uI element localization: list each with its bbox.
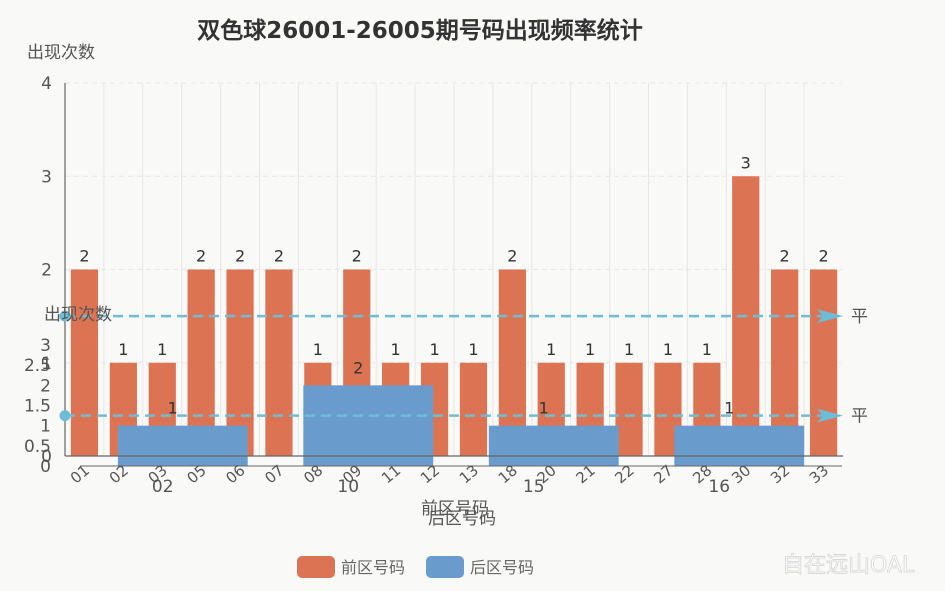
bar-back (488, 425, 619, 466)
x-tick-front: 33 (806, 461, 832, 487)
y-tick-back: 0 (40, 457, 51, 477)
x-tick-front: 13 (456, 461, 482, 487)
value-label-back: 2 (353, 358, 363, 377)
y-tick-back: 0.5 (24, 437, 51, 457)
bar-back (674, 425, 805, 466)
value-label-back: 1 (539, 399, 549, 418)
value-label-front: 2 (352, 247, 362, 266)
x-tick-front: 27 (650, 461, 676, 487)
legend-swatch-front[interactable] (297, 556, 335, 578)
legend-swatch-back[interactable] (426, 556, 464, 578)
back-bars (117, 385, 805, 466)
value-label-front: 1 (546, 340, 556, 359)
x-tick-back: 10 (337, 477, 359, 497)
value-label-back: 1 (724, 399, 734, 418)
x-tick-front: 07 (261, 461, 287, 487)
mean-line-arrow (817, 408, 843, 423)
legend: 前区号码 后区号码 (297, 556, 534, 578)
value-label-front: 2 (196, 247, 206, 266)
y-axis-label-front: 出现次数 (27, 43, 95, 63)
value-label-front: 1 (391, 340, 401, 359)
y-tick-back: 2.5 (24, 356, 51, 376)
y-tick-back: 3 (40, 336, 51, 356)
bar-back (303, 385, 434, 466)
bar-front (771, 269, 799, 456)
axes (64, 83, 843, 467)
value-label-front: 1 (702, 340, 712, 359)
y-tick-front: 3 (41, 167, 52, 187)
x-tick-back: 16 (708, 477, 730, 497)
value-label-front: 3 (741, 153, 751, 172)
bar-front (226, 269, 254, 456)
bar-front (70, 269, 99, 456)
y-tick-back: 1 (40, 417, 51, 437)
y-tick-back: 2 (40, 376, 51, 396)
value-label-front: 1 (157, 340, 167, 359)
y-tick-front: 4 (41, 74, 52, 94)
y-tick-front: 2 (41, 261, 52, 281)
value-label-front: 2 (79, 247, 89, 266)
mean-lines: 平平 (59, 307, 868, 427)
bar-front (265, 269, 293, 456)
value-label-front: 1 (429, 340, 439, 359)
value-label-front: 2 (274, 247, 284, 266)
x-axis-label-front: 前区号码 (421, 499, 489, 519)
x-tick-back: 02 (152, 477, 174, 497)
value-label-front: 1 (624, 340, 634, 359)
x-axis-label-back: 后区号码 (428, 509, 496, 529)
value-label-front: 2 (235, 247, 245, 266)
bar-front (615, 362, 643, 456)
bar-back (117, 425, 248, 466)
y-tick-front: 0 (41, 447, 52, 467)
value-label-front: 1 (663, 340, 673, 359)
legend-label-back[interactable]: 后区号码 (470, 558, 534, 577)
y-axis-label-back: 出现次数 (44, 305, 112, 325)
mean-line-label: 平 (851, 307, 868, 327)
value-label-front: 1 (118, 340, 128, 359)
y-tick-front: 1 (41, 354, 52, 374)
value-label-front: 1 (313, 340, 323, 359)
mean-line-arrow (817, 309, 843, 324)
x-tick-front: 01 (67, 461, 93, 487)
value-label-front: 1 (585, 340, 595, 359)
value-label-back: 1 (168, 399, 178, 418)
bar-front (809, 269, 838, 456)
bar-front (187, 269, 215, 456)
legend-label-front[interactable]: 前区号码 (341, 558, 405, 577)
value-label-front: 2 (507, 247, 517, 266)
x-tick-back: 15 (523, 477, 545, 497)
bar-front (459, 362, 488, 456)
watermark-text: 自在远山OAL (782, 553, 915, 578)
value-label-front: 2 (818, 247, 828, 266)
y-tick-back: 1.5 (24, 397, 51, 417)
value-label-front: 2 (780, 247, 790, 266)
chart-title: 双色球26001-26005期号码出现频率统计 (197, 17, 643, 44)
back-value-labels: 1 2 1 1 (168, 358, 735, 417)
bar-front (498, 269, 526, 456)
mean-line-label: 平 (851, 407, 868, 427)
value-label-front: 1 (468, 340, 478, 359)
front-value-labels: 2 1 1 2 2 2 1 2 1 1 1 2 1 1 1 1 1 3 2 2 (79, 153, 828, 359)
